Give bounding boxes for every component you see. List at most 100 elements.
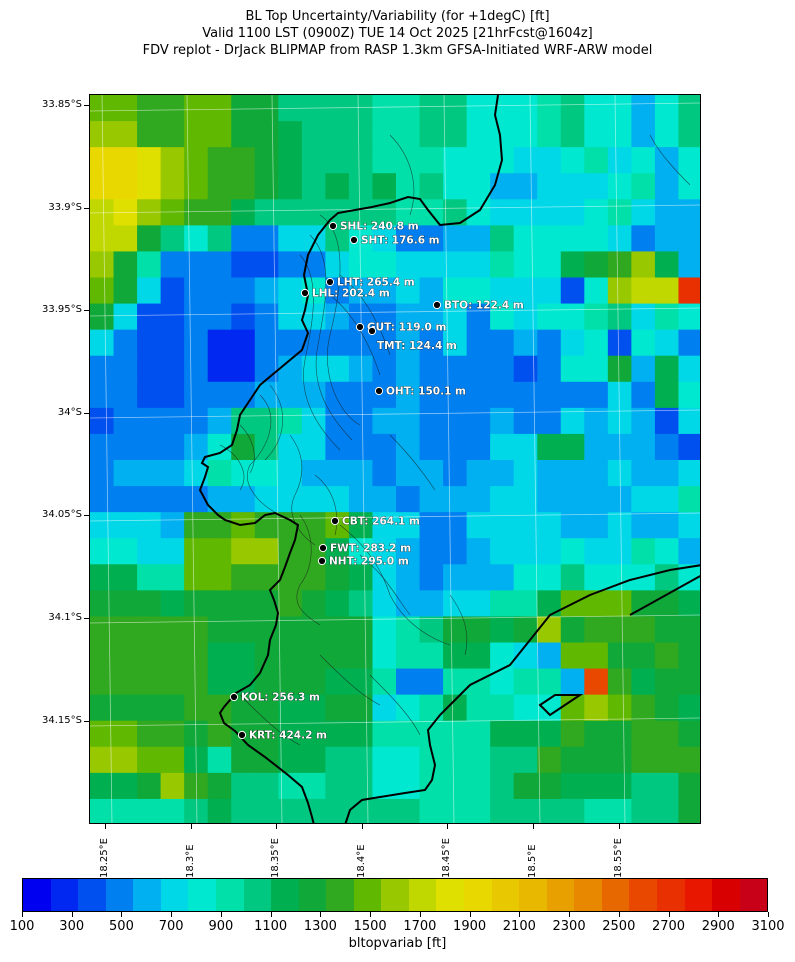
colorbar-tick-mark — [519, 912, 521, 917]
grid-cell — [513, 668, 538, 696]
grid-cell — [631, 486, 656, 513]
grid-cell — [137, 407, 162, 435]
grid-cell — [513, 798, 538, 823]
grid-cell — [301, 564, 326, 591]
grid-cell — [113, 355, 138, 383]
grid-cell — [631, 199, 656, 226]
grid-cell — [137, 486, 162, 513]
grid-cell — [113, 616, 138, 644]
grid-cell — [231, 746, 256, 774]
grid-cell — [160, 95, 185, 122]
grid-cell — [654, 642, 680, 670]
grid-cell — [325, 512, 350, 539]
grid-cell — [113, 381, 138, 409]
lon-tick-label: 18.45°E — [441, 838, 453, 878]
grid-cell — [537, 95, 562, 122]
grid-cell — [537, 538, 562, 565]
station-bto: BTO: 122.4 m — [432, 299, 524, 312]
grid-cell — [419, 694, 444, 722]
grid-cell — [325, 616, 350, 644]
grid-cell — [419, 225, 444, 253]
grid-cell — [90, 251, 115, 279]
colorbar-swatch — [353, 879, 382, 911]
station-sht: SHT: 176.6 m — [349, 234, 440, 247]
grid-cell — [537, 668, 562, 696]
grid-cell — [584, 355, 609, 383]
colorbar-swatch — [656, 879, 685, 911]
grid-cell — [278, 251, 303, 279]
grid-cell — [490, 746, 515, 774]
grid-cell — [419, 251, 444, 279]
grid-cell — [396, 486, 421, 513]
grid-cell — [560, 433, 585, 461]
lon-tick-label: 18.55°E — [612, 838, 624, 878]
grid-cell — [537, 512, 562, 539]
grid-cell — [584, 642, 609, 670]
grid-cell — [607, 147, 632, 174]
colorbar-swatch — [23, 879, 51, 911]
grid-cell — [184, 355, 209, 383]
grid-cell — [584, 486, 609, 513]
station-dot — [325, 277, 335, 287]
grid-cell — [678, 486, 700, 513]
grid-cell — [584, 121, 609, 148]
grid-cell — [372, 355, 397, 383]
grid-cell — [443, 95, 468, 122]
grid-cell — [184, 616, 209, 644]
grid-cell — [207, 225, 232, 253]
grid-cell — [301, 173, 326, 200]
grid-cell — [560, 121, 585, 148]
grid-cell — [631, 95, 656, 122]
grid-cell — [584, 720, 609, 748]
lat-tick-mark — [84, 720, 89, 722]
grid-cell — [396, 564, 421, 591]
grid-cell — [631, 642, 656, 670]
station-dot — [374, 386, 384, 396]
grid-cell — [490, 407, 515, 435]
grid-cell — [466, 303, 491, 331]
grid-cell — [301, 407, 326, 435]
chart-title-line-1: BL Top Uncertainty/Variability (for +1de… — [245, 9, 550, 24]
grid-cell — [678, 538, 700, 565]
grid-cell — [372, 668, 397, 696]
grid-cell — [207, 173, 232, 200]
colorbar-swatch — [464, 879, 492, 911]
station-label: NHT: 295.0 m — [329, 556, 409, 568]
grid-cell — [560, 668, 585, 696]
grid-cell — [254, 355, 279, 383]
grid-cell — [301, 460, 326, 487]
grid-cell — [207, 538, 232, 565]
grid-cell — [372, 277, 397, 305]
grid-cell — [537, 381, 562, 409]
grid-cell — [678, 694, 700, 722]
grid-cell — [325, 147, 350, 174]
grid-cell — [231, 772, 256, 800]
grid-cell — [396, 303, 421, 331]
station-dot — [349, 235, 359, 245]
grid-cell — [137, 433, 162, 461]
grid-cell — [184, 277, 209, 305]
grid-cell — [184, 694, 209, 722]
grid-cell — [301, 486, 326, 513]
grid-cell — [348, 746, 374, 774]
grid-cell — [466, 199, 491, 226]
road-lines — [629, 574, 700, 616]
grid-cell — [466, 616, 491, 644]
grid-cell — [372, 486, 397, 513]
colorbar-swatch — [133, 879, 161, 911]
grid-cell — [207, 147, 232, 174]
grid-cell — [490, 251, 515, 279]
grid-cell — [254, 538, 279, 565]
station-label: LHL: 202.4 m — [312, 288, 390, 300]
grid-cell — [443, 355, 468, 383]
grid-cell — [560, 355, 585, 383]
grid-cell — [301, 433, 326, 461]
grid-cell — [160, 694, 185, 722]
grid-cell — [90, 173, 115, 200]
grid-cell — [325, 381, 350, 409]
value-grid — [90, 95, 700, 823]
colorbar-tick-label: 300 — [59, 919, 85, 934]
grid-cell — [466, 147, 491, 174]
grid-cell — [278, 173, 303, 200]
grid-cell — [654, 225, 680, 253]
